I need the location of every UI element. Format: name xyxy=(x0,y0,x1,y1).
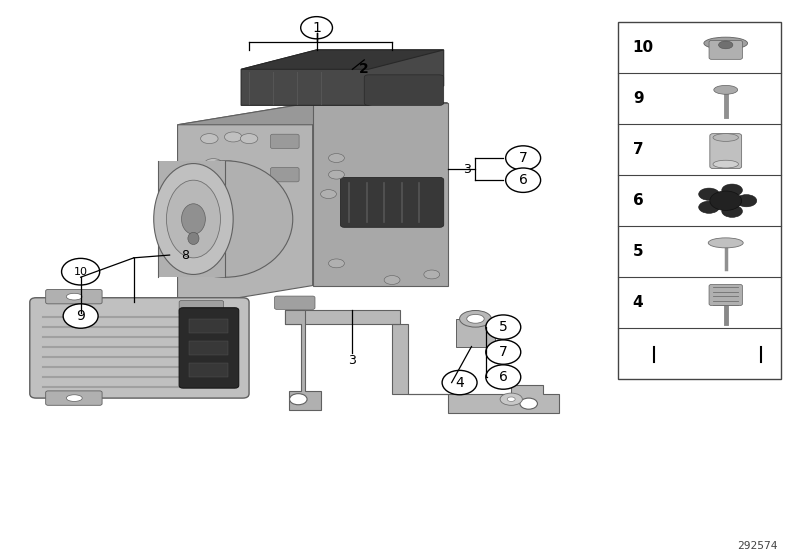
Ellipse shape xyxy=(201,186,218,196)
Ellipse shape xyxy=(718,41,733,49)
Text: 6: 6 xyxy=(499,370,508,384)
Text: 10: 10 xyxy=(74,267,88,277)
FancyBboxPatch shape xyxy=(710,134,742,169)
Circle shape xyxy=(486,340,521,364)
Ellipse shape xyxy=(424,270,440,279)
Text: 3: 3 xyxy=(348,354,356,367)
Polygon shape xyxy=(456,319,495,347)
Circle shape xyxy=(301,17,333,39)
Text: 6: 6 xyxy=(518,173,527,187)
FancyBboxPatch shape xyxy=(30,298,249,398)
FancyBboxPatch shape xyxy=(709,40,742,59)
Ellipse shape xyxy=(466,314,484,323)
FancyBboxPatch shape xyxy=(270,134,299,148)
Text: 8: 8 xyxy=(182,249,190,262)
Text: 3: 3 xyxy=(462,162,470,176)
Ellipse shape xyxy=(205,158,222,169)
Bar xyxy=(618,22,782,379)
FancyBboxPatch shape xyxy=(274,296,315,309)
FancyBboxPatch shape xyxy=(46,290,102,304)
Text: 4: 4 xyxy=(455,376,464,390)
FancyBboxPatch shape xyxy=(179,308,238,388)
Text: 5: 5 xyxy=(633,244,643,259)
Polygon shape xyxy=(241,50,444,105)
Polygon shape xyxy=(313,102,448,286)
Ellipse shape xyxy=(722,184,742,196)
Ellipse shape xyxy=(182,204,206,234)
Ellipse shape xyxy=(329,153,344,162)
Ellipse shape xyxy=(154,164,233,274)
Ellipse shape xyxy=(225,186,242,196)
Ellipse shape xyxy=(225,132,242,142)
Polygon shape xyxy=(241,50,444,69)
Text: 9: 9 xyxy=(76,309,85,323)
Ellipse shape xyxy=(736,195,757,207)
Circle shape xyxy=(506,168,541,193)
Circle shape xyxy=(486,365,521,389)
FancyBboxPatch shape xyxy=(709,284,742,306)
Ellipse shape xyxy=(205,211,222,221)
Text: 2: 2 xyxy=(359,62,369,76)
Ellipse shape xyxy=(229,214,246,224)
Polygon shape xyxy=(178,102,448,125)
Text: 4: 4 xyxy=(633,295,643,310)
Ellipse shape xyxy=(66,293,82,300)
Ellipse shape xyxy=(240,134,258,143)
Ellipse shape xyxy=(166,180,221,258)
Ellipse shape xyxy=(329,170,344,179)
FancyBboxPatch shape xyxy=(341,178,444,227)
Text: 6: 6 xyxy=(633,193,643,208)
FancyBboxPatch shape xyxy=(270,167,299,182)
Circle shape xyxy=(486,315,521,339)
Ellipse shape xyxy=(698,201,719,213)
Text: 7: 7 xyxy=(518,151,527,165)
Ellipse shape xyxy=(221,161,238,171)
Ellipse shape xyxy=(158,161,293,277)
Polygon shape xyxy=(285,310,559,413)
Circle shape xyxy=(62,258,100,285)
Ellipse shape xyxy=(384,276,400,284)
Ellipse shape xyxy=(321,190,337,198)
FancyBboxPatch shape xyxy=(158,161,226,277)
Polygon shape xyxy=(178,102,313,308)
Circle shape xyxy=(63,304,98,328)
FancyBboxPatch shape xyxy=(179,301,224,315)
FancyBboxPatch shape xyxy=(183,167,212,182)
Text: 292574: 292574 xyxy=(737,540,778,550)
Ellipse shape xyxy=(713,134,738,141)
Circle shape xyxy=(442,370,477,395)
Text: 7: 7 xyxy=(633,142,643,157)
Text: 10: 10 xyxy=(633,40,654,55)
Ellipse shape xyxy=(201,134,218,143)
Text: 5: 5 xyxy=(499,320,508,334)
Ellipse shape xyxy=(722,205,742,217)
Ellipse shape xyxy=(500,393,522,405)
Ellipse shape xyxy=(704,37,747,49)
Ellipse shape xyxy=(329,259,344,268)
Bar xyxy=(189,319,229,333)
FancyBboxPatch shape xyxy=(364,75,444,105)
Ellipse shape xyxy=(520,398,538,409)
Ellipse shape xyxy=(714,85,738,94)
Ellipse shape xyxy=(698,188,719,200)
Text: 1: 1 xyxy=(312,21,321,35)
Ellipse shape xyxy=(507,397,515,402)
Ellipse shape xyxy=(290,394,307,405)
Ellipse shape xyxy=(710,191,742,211)
Text: 9: 9 xyxy=(633,91,643,106)
Ellipse shape xyxy=(708,238,743,248)
Polygon shape xyxy=(285,310,321,410)
Circle shape xyxy=(506,146,541,170)
Ellipse shape xyxy=(188,232,199,245)
Bar xyxy=(189,363,229,377)
Bar xyxy=(189,341,229,355)
Ellipse shape xyxy=(713,160,738,168)
FancyBboxPatch shape xyxy=(46,391,102,405)
Text: 7: 7 xyxy=(499,345,508,359)
Ellipse shape xyxy=(459,310,491,327)
Ellipse shape xyxy=(66,395,82,402)
